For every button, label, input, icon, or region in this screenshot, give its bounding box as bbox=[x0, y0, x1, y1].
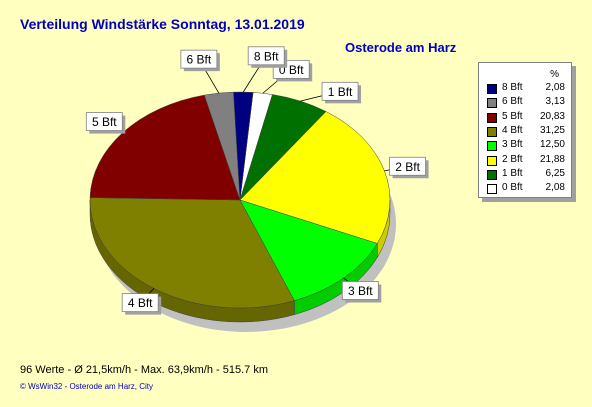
legend-value-6-bft: 3,13 bbox=[545, 96, 565, 108]
legend-value-8-bft: 2,08 bbox=[545, 82, 565, 93]
legend-label-3-bft: 3 Bft bbox=[502, 139, 523, 151]
legend-value-1-bft: 6,25 bbox=[545, 167, 565, 179]
legend-label-8-bft: 8 Bft bbox=[502, 82, 523, 93]
footer-statistics: 96 Werte - Ø 21,5km/h - Max. 63,9km/h - … bbox=[20, 364, 268, 376]
legend-label-0-bft: 0 Bft bbox=[502, 182, 523, 194]
legend-row-8-bft: 8 Bft 2,08 bbox=[487, 82, 565, 94]
label-box-6-bft bbox=[180, 49, 218, 69]
label-box-1-bft bbox=[321, 81, 359, 101]
label-box-4-bft bbox=[121, 293, 159, 313]
legend-label-4-bft: 4 Bft bbox=[502, 124, 523, 136]
legend-label-6-bft: 6 Bft bbox=[502, 96, 523, 108]
legend-value-2-bft: 21,88 bbox=[539, 153, 565, 165]
legend-swatch-5-bft bbox=[487, 112, 497, 123]
legend-swatch-3-bft bbox=[487, 141, 497, 152]
label-box-2-bft bbox=[389, 156, 426, 176]
legend-row-6-bft: 6 Bft 3,13 bbox=[487, 96, 565, 109]
legend-row-4-bft: 4 Bft 31,25 bbox=[487, 125, 565, 137]
legend-label-5-bft: 5 Bft bbox=[502, 110, 523, 122]
legend-value-4-bft: 31,25 bbox=[539, 124, 565, 136]
legend-value-3-bft: 12,50 bbox=[539, 139, 565, 151]
legend-label-1-bft: 1 Bft bbox=[502, 167, 523, 179]
slice-label-1-bft: 1 Bft bbox=[328, 85, 353, 99]
slice-8-bft bbox=[233, 91, 254, 201]
chart-title: Verteilung Windstärke Sonntag, 13.01.201… bbox=[20, 16, 305, 32]
slice-4-bft bbox=[89, 197, 295, 309]
slice-2-bft bbox=[239, 111, 391, 244]
legend-percent-header: % bbox=[550, 69, 559, 80]
legend-row-5-bft: 5 Bft 20,83 bbox=[487, 111, 565, 123]
legend-swatch-2-bft bbox=[487, 155, 497, 166]
slice-label-2-bft: 2 Bft bbox=[395, 160, 420, 174]
slice-3-bft bbox=[239, 199, 378, 301]
legend-label-2-bft: 2 Bft bbox=[502, 153, 523, 165]
legend-value-5-bft: 20,83 bbox=[539, 110, 565, 122]
legend-row-0-bft: 0 Bft 2,08 bbox=[487, 182, 565, 195]
chart-legend: % 8 Bft 2,08 6 Bft 3,13 5 Bft 20,83 4 Bft 31,25… bbox=[478, 62, 572, 198]
slice-label-4-bft: 4 Bft bbox=[128, 296, 153, 310]
legend-swatch-6-bft bbox=[487, 98, 497, 109]
legend-swatch-8-bft bbox=[487, 84, 497, 94]
slice-label-6-bft: 6 Bft bbox=[187, 53, 212, 67]
legend-row-3-bft: 3 Bft 12,50 bbox=[487, 139, 565, 152]
chart-location: Osterode am Harz bbox=[345, 40, 457, 55]
legend-swatch-0-bft bbox=[487, 184, 497, 195]
legend-row-1-bft: 1 Bft 6,25 bbox=[487, 168, 565, 180]
slice-label-8-bft: 8 Bft bbox=[254, 49, 279, 63]
label-box-8-bft bbox=[247, 46, 285, 66]
legend-swatch-1-bft bbox=[487, 169, 497, 180]
slice-label-5-bft: 5 Bft bbox=[92, 115, 117, 129]
legend-value-0-bft: 2,08 bbox=[545, 182, 565, 194]
slice-label-3-bft: 3 Bft bbox=[348, 284, 373, 298]
pie-slices bbox=[89, 91, 391, 309]
legend-row-2-bft: 2 Bft 21,88 bbox=[487, 154, 565, 166]
label-box-5-bft bbox=[85, 112, 123, 131]
footer-credit: © WsWin32 - Osterode am Harz, City bbox=[20, 382, 154, 391]
legend-swatch-4-bft bbox=[487, 126, 497, 137]
label-box-3-bft bbox=[341, 281, 379, 300]
